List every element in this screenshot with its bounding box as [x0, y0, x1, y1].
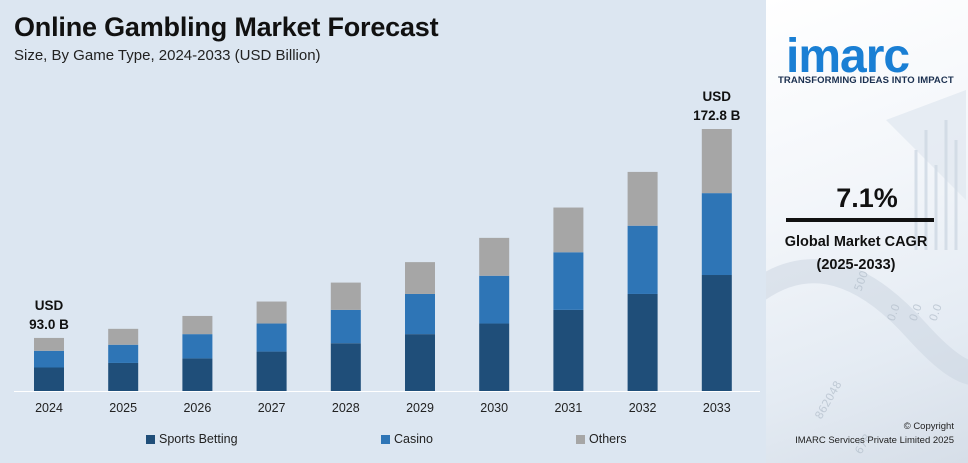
bar-others-2029	[405, 262, 435, 294]
copyright-line-2: IMARC Services Private Limited 2025	[795, 435, 954, 446]
bar-sports-betting-2025	[108, 362, 139, 391]
cagr-period: (2025-2033)	[816, 257, 896, 273]
copyright: © Copyright IMARC Services Private Limit…	[795, 420, 954, 448]
bar-others-2026	[182, 315, 213, 335]
bar-others-2024	[34, 337, 64, 351]
annotation-first-currency: USD	[35, 298, 64, 313]
sidebar-panel: 500 0.0 0.0 0.0 862048 678 imarc TRANSFO…	[766, 0, 968, 463]
x-tick-label-2030: 2030	[480, 401, 508, 415]
legend-label: Casino	[394, 432, 433, 446]
bar-sports-betting-2028	[330, 343, 361, 391]
bar-casino-2025	[108, 344, 139, 363]
bar-sports-betting-2032	[627, 293, 658, 391]
bar-casino-2031	[553, 252, 584, 310]
chart-legend: Sports Betting Casino Others	[0, 432, 766, 448]
logo-text: imarc	[786, 30, 910, 83]
bar-sports-betting-2031	[553, 309, 584, 391]
x-tick-label-2024: 2024	[35, 401, 63, 415]
bar-casino-2028	[330, 309, 361, 344]
legend-label: Others	[589, 432, 627, 446]
bar-casino-2027	[256, 323, 287, 352]
bar-casino-2030	[479, 275, 510, 324]
bar-sports-betting-2030	[479, 323, 510, 391]
cagr-label: Global Market CAGR	[784, 234, 928, 250]
cagr-divider	[786, 218, 934, 222]
copyright-line-1: © Copyright	[903, 421, 954, 432]
annotation-first-value: 93.0 B	[29, 317, 69, 332]
annotation-last-currency: USD	[703, 89, 732, 104]
bar-sports-betting-2027	[256, 351, 287, 391]
cagr-value: 7.1%	[836, 183, 898, 213]
svg-text:0.0: 0.0	[927, 302, 945, 323]
legend-item-others: Others	[576, 432, 627, 446]
legend-item-sports-betting: Sports Betting	[146, 432, 238, 446]
stacked-bar-chart: 2024 2025 2026 2027 2028 2029 2030 2031 2032 2033…	[14, 89, 760, 415]
bar-casino-2033	[701, 193, 732, 276]
bar-casino-2024	[34, 350, 64, 368]
bar-sports-betting-2029	[405, 334, 435, 391]
bar-others-2027	[256, 301, 287, 324]
svg-text:0.0: 0.0	[885, 302, 903, 323]
bar-casino-2029	[405, 293, 435, 335]
x-tick-label-2028: 2028	[332, 401, 360, 415]
svg-text:862048: 862048	[812, 379, 844, 422]
bar-others-2033	[701, 129, 732, 194]
bar-sports-betting-2024	[34, 367, 64, 391]
x-tick-label-2026: 2026	[183, 401, 211, 415]
bar-sports-betting-2033	[701, 275, 732, 391]
legend-swatch	[146, 434, 155, 444]
bar-casino-2026	[182, 334, 213, 359]
legend-label: Sports Betting	[159, 432, 238, 446]
bar-others-2030	[479, 237, 510, 276]
bar-others-2031	[553, 207, 584, 253]
imarc-logo: imarc	[776, 22, 966, 82]
svg-text:0.0: 0.0	[907, 302, 925, 323]
chart-panel: Online Gambling Market Forecast Size, By…	[0, 0, 766, 463]
x-tick-label-2027: 2027	[258, 401, 286, 415]
x-tick-label-2025: 2025	[109, 401, 137, 415]
bar-sports-betting-2026	[182, 358, 213, 391]
x-tick-label-2032: 2032	[629, 401, 657, 415]
legend-swatch	[381, 434, 390, 444]
x-tick-label-2029: 2029	[406, 401, 434, 415]
bar-others-2032	[627, 171, 658, 226]
bar-others-2025	[108, 328, 139, 345]
annotation-last-value: 172.8 B	[693, 108, 741, 123]
chart-subtitle: Size, By Game Type, 2024-2033 (USD Billi…	[14, 47, 321, 64]
bar-others-2028	[330, 282, 361, 310]
x-tick-label-2033: 2033	[703, 401, 731, 415]
logo-tagline: TRANSFORMING IDEAS INTO IMPACT	[778, 75, 954, 86]
chart-title: Online Gambling Market Forecast	[14, 12, 439, 42]
legend-swatch	[576, 434, 585, 444]
decorative-background-graphic: 500 0.0 0.0 0.0 862048 678	[766, 90, 968, 457]
legend-item-casino: Casino	[381, 432, 433, 446]
x-tick-label-2031: 2031	[554, 401, 582, 415]
bar-casino-2032	[627, 225, 658, 294]
